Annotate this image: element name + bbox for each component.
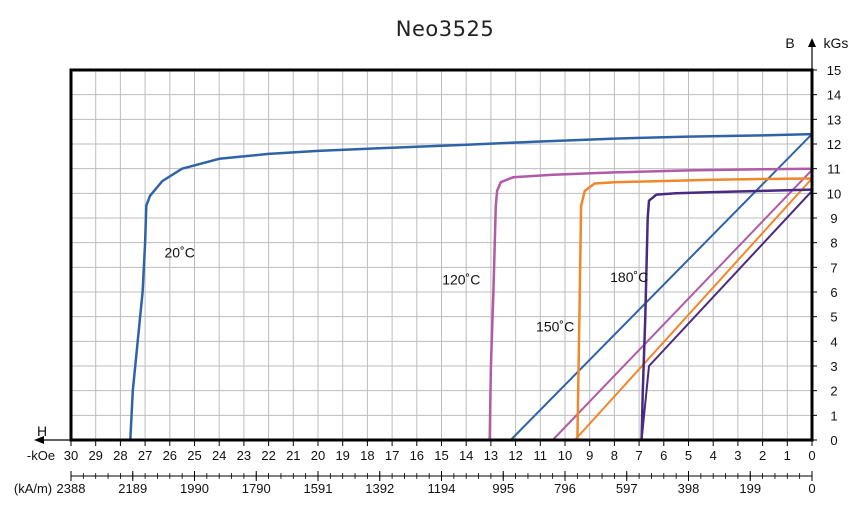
- x-axis-arrow: [34, 436, 44, 444]
- x-tick-label: 15: [434, 448, 448, 463]
- series-curve: [640, 188, 813, 441]
- x-tick-label: 14: [459, 448, 473, 463]
- x-secondary-tick-label: 2388: [57, 481, 86, 496]
- y-tick-label: 8: [830, 236, 837, 251]
- y-tick-label: 11: [827, 162, 841, 177]
- y-tick-label: 15: [827, 63, 841, 78]
- x-tick-label: 9: [586, 448, 593, 463]
- y-tick-label: 3: [830, 359, 837, 374]
- x-secondary-tick-label: 199: [739, 481, 761, 496]
- x-tick-label: 8: [611, 448, 618, 463]
- x-tick-label: 6: [660, 448, 667, 463]
- series-label-layer: 20˚C 120˚C 150˚C 180˚C: [165, 244, 649, 334]
- load-line: [640, 190, 813, 441]
- y-axis-letter: B: [785, 35, 794, 51]
- x-tick-label: 26: [163, 448, 177, 463]
- y-tick-label: 5: [830, 310, 837, 325]
- x-secondary-tick-label: 398: [678, 481, 700, 496]
- x-secondary-tick-label: 1194: [428, 481, 456, 496]
- x-tick-label: 0: [808, 448, 815, 463]
- y-tick-label: 10: [827, 186, 841, 201]
- x-secondary-tick-label: 1392: [365, 481, 394, 496]
- x-axis-unit: -kOe: [27, 448, 55, 463]
- y-tick-label: 7: [830, 260, 837, 275]
- x-axis-letter: H: [37, 423, 47, 439]
- y-tick-label: 0: [830, 433, 837, 448]
- x-tick-label: 30: [64, 448, 78, 463]
- x-secondary-tick-label: 597: [616, 481, 638, 496]
- x-tick-label: 1: [784, 448, 791, 463]
- y-tick-label: 2: [830, 384, 837, 399]
- y-tick-label: 14: [827, 88, 841, 103]
- x-tick-label: 22: [261, 448, 275, 463]
- x-tick-label: 7: [635, 448, 642, 463]
- y-tick-label: 6: [830, 285, 837, 300]
- load-line-layer: [509, 133, 813, 441]
- y-tick-label: 13: [827, 112, 841, 127]
- x-tick-label: 12: [508, 448, 522, 463]
- x-tick-label: 13: [484, 448, 498, 463]
- y-tick-label: 1: [830, 408, 837, 423]
- y-axis-unit: kGs: [824, 35, 849, 51]
- x-tick-label: 18: [360, 448, 374, 463]
- y-tick-label: 4: [830, 334, 837, 349]
- chart-title: Neo3525: [396, 17, 494, 41]
- x-tick-label: 3: [734, 448, 741, 463]
- x-tick-label: 17: [385, 448, 399, 463]
- x-secondary-tick-label: 796: [554, 481, 576, 496]
- x-secondary-tick-label: 1591: [304, 481, 333, 496]
- series-curve: [129, 132, 813, 441]
- x-secondary-tick-label: 1990: [180, 481, 209, 496]
- x-tick-label: 4: [710, 448, 717, 463]
- series-label: 20˚C: [165, 244, 195, 260]
- x-tick-label: 2: [759, 448, 766, 463]
- series-curve: [488, 167, 813, 441]
- x-tick-label: 19: [335, 448, 349, 463]
- x-tick-label: 20: [311, 448, 325, 463]
- series-label: 120˚C: [442, 272, 480, 288]
- x-tick-label: 21: [286, 448, 300, 463]
- series-label: 150˚C: [536, 318, 574, 334]
- x-tick-label: 25: [187, 448, 201, 463]
- x-secondary-tick-label: 995: [492, 481, 514, 496]
- x-tick-label: 28: [113, 448, 127, 463]
- x-tick-label: 23: [237, 448, 251, 463]
- y-tick-label: 9: [830, 211, 837, 226]
- load-line: [574, 177, 813, 441]
- series-curve: [576, 177, 813, 441]
- load-line: [509, 133, 813, 441]
- x-axis-secondary-unit: (kA/m): [14, 481, 52, 496]
- x-secondary-tick-label: 2189: [118, 481, 147, 496]
- x-tick-label: 10: [558, 448, 572, 463]
- x-tick-label: 11: [534, 448, 548, 463]
- x-tick-label: 27: [138, 448, 152, 463]
- y-axis-arrow: [808, 38, 816, 47]
- x-tick-label: 29: [88, 448, 102, 463]
- axis-layer: [34, 38, 817, 481]
- series-layer: [129, 132, 813, 441]
- x-secondary-tick-label: 1790: [242, 481, 271, 496]
- load-line: [551, 169, 813, 441]
- series-label: 180˚C: [610, 269, 648, 285]
- y-tick-label: 12: [827, 137, 841, 152]
- x-tick-label: 5: [685, 448, 692, 463]
- x-secondary-tick-label: 0: [808, 481, 815, 496]
- x-tick-label: 24: [212, 448, 226, 463]
- x-tick-label: 16: [410, 448, 424, 463]
